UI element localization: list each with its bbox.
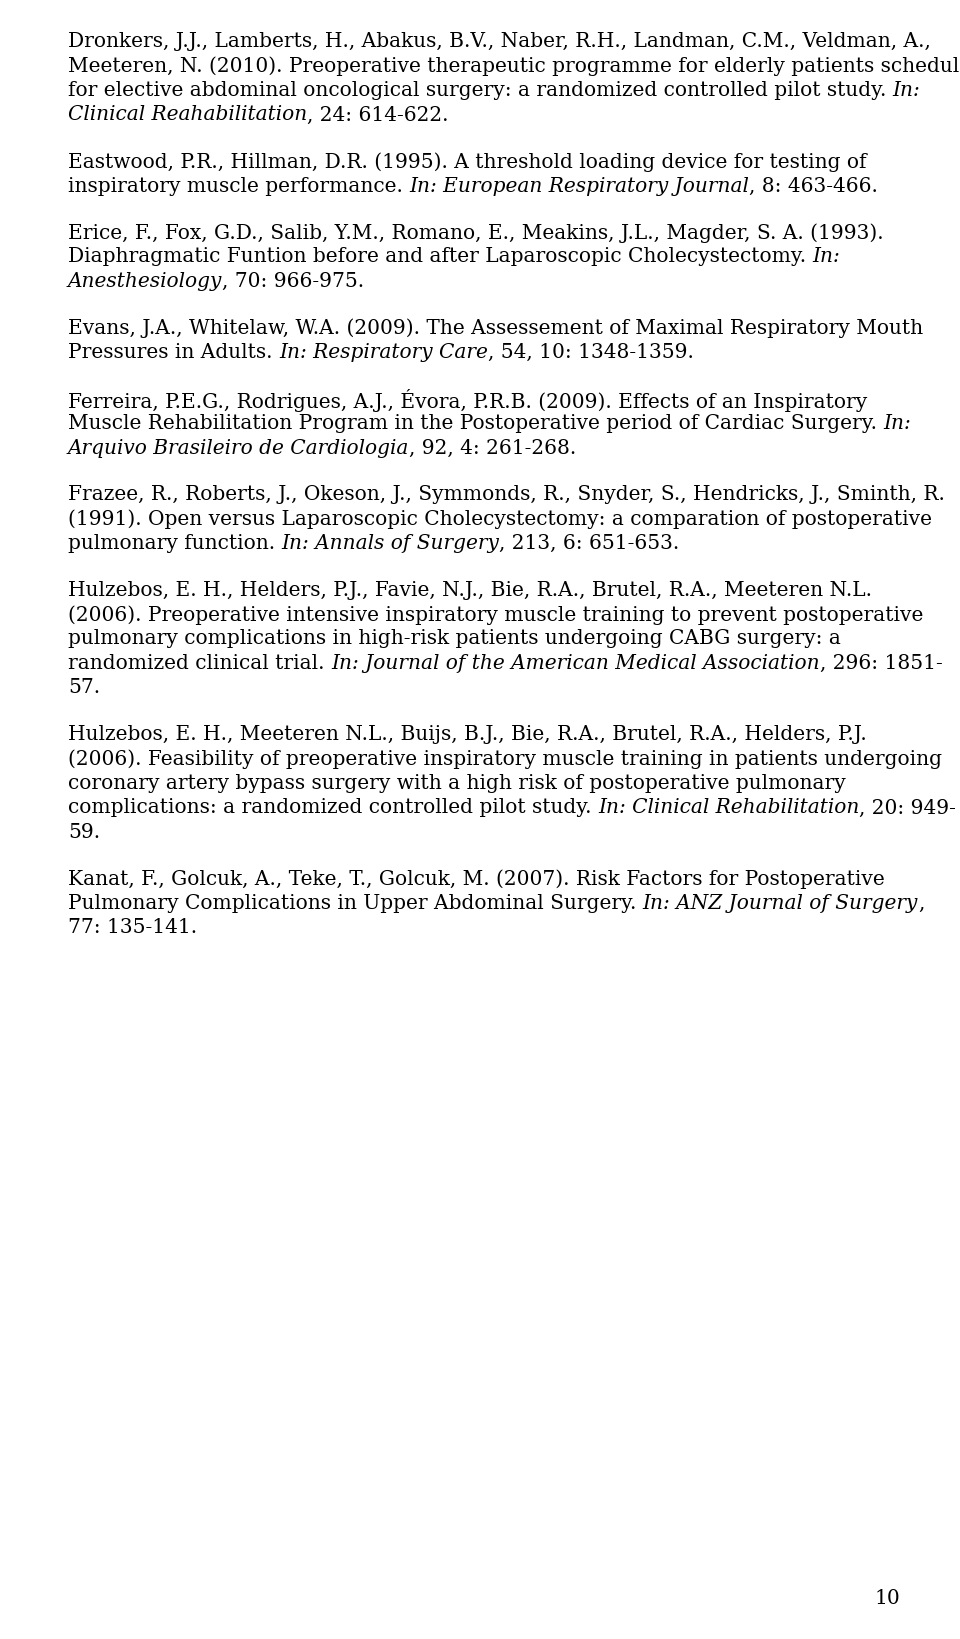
- Text: (1991). Open versus Laparoscopic Cholecystectomy: a comparation of postoperative: (1991). Open versus Laparoscopic Cholecy…: [68, 510, 932, 529]
- Text: Anesthesiology: Anesthesiology: [68, 272, 223, 290]
- Text: In: European Respiratory Journal: In: European Respiratory Journal: [409, 177, 749, 195]
- Text: Ferreira, P.E.G., Rodrigues, A.J., Évora, P.R.B. (2009). Effects of an Inspirato: Ferreira, P.E.G., Rodrigues, A.J., Évora…: [68, 390, 867, 413]
- Text: ,: ,: [918, 893, 924, 913]
- Text: 59.: 59.: [68, 823, 100, 841]
- Text: , 213, 6: 651-653.: , 213, 6: 651-653.: [499, 534, 680, 552]
- Text: Frazee, R., Roberts, J., Okeson, J., Symmonds, R., Snyder, S., Hendricks, J., Sm: Frazee, R., Roberts, J., Okeson, J., Sym…: [68, 485, 945, 503]
- Text: 57.: 57.: [68, 679, 100, 697]
- Text: Kanat, F., Golcuk, A., Teke, T., Golcuk, M. (2007). Risk Factors for Postoperati: Kanat, F., Golcuk, A., Teke, T., Golcuk,…: [68, 869, 885, 888]
- Text: In: ANZ Journal of Surgery: In: ANZ Journal of Surgery: [643, 893, 918, 913]
- Text: inspiratory muscle performance.: inspiratory muscle performance.: [68, 177, 409, 195]
- Text: complications: a randomized controlled pilot study.: complications: a randomized controlled p…: [68, 798, 598, 816]
- Text: pulmonary function.: pulmonary function.: [68, 534, 281, 552]
- Text: for elective abdominal oncological surgery: a randomized controlled pilot study.: for elective abdominal oncological surge…: [68, 80, 893, 100]
- Text: Hulzebos, E. H., Meeteren N.L., Buijs, B.J., Bie, R.A., Brutel, R.A., Helders, P: Hulzebos, E. H., Meeteren N.L., Buijs, B…: [68, 724, 867, 744]
- Text: Pressures in Adults.: Pressures in Adults.: [68, 343, 278, 362]
- Text: randomized clinical trial.: randomized clinical trial.: [68, 654, 331, 672]
- Text: , 54, 10: 1348-1359.: , 54, 10: 1348-1359.: [488, 343, 694, 362]
- Text: Muscle Rehabilitation Program in the Postoperative period of Cardiac Surgery.: Muscle Rehabilitation Program in the Pos…: [68, 413, 883, 433]
- Text: Eastwood, P.R., Hillman, D.R. (1995). A threshold loading device for testing of: Eastwood, P.R., Hillman, D.R. (1995). A …: [68, 152, 867, 172]
- Text: In: Clinical Rehabilitation: In: Clinical Rehabilitation: [598, 798, 859, 816]
- Text: Diaphragmatic Funtion before and after Laparoscopic Cholecystectomy.: Diaphragmatic Funtion before and after L…: [68, 247, 812, 266]
- Text: Erice, F., Fox, G.D., Salib, Y.M., Romano, E., Meakins, J.L., Magder, S. A. (199: Erice, F., Fox, G.D., Salib, Y.M., Roman…: [68, 223, 883, 243]
- Text: Evans, J.A., Whitelaw, W.A. (2009). The Assessement of Maximal Respiratory Mouth: Evans, J.A., Whitelaw, W.A. (2009). The …: [68, 318, 924, 338]
- Text: , 92, 4: 261-268.: , 92, 4: 261-268.: [409, 438, 577, 457]
- Text: Clinical Reahabilitation: Clinical Reahabilitation: [68, 105, 307, 125]
- Text: Hulzebos, E. H., Helders, P.J., Favie, N.J., Bie, R.A., Brutel, R.A., Meeteren N: Hulzebos, E. H., Helders, P.J., Favie, N…: [68, 580, 872, 600]
- Text: , 70: 966-975.: , 70: 966-975.: [223, 272, 365, 290]
- Text: In:: In:: [883, 413, 911, 433]
- Text: In: Respiratory Care: In: Respiratory Care: [278, 343, 488, 362]
- Text: Arquivo Brasileiro de Cardiologia: Arquivo Brasileiro de Cardiologia: [68, 438, 409, 457]
- Text: (2006). Feasibility of preoperative inspiratory muscle training in patients unde: (2006). Feasibility of preoperative insp…: [68, 749, 942, 769]
- Text: Pulmonary Complications in Upper Abdominal Surgery.: Pulmonary Complications in Upper Abdomin…: [68, 893, 643, 913]
- Text: , 296: 1851-: , 296: 1851-: [820, 654, 943, 672]
- Text: In:: In:: [812, 247, 840, 266]
- Text: , 8: 463-466.: , 8: 463-466.: [749, 177, 878, 195]
- Text: Dronkers, J.J., Lamberts, H., Abakus, B.V., Naber, R.H., Landman, C.M., Veldman,: Dronkers, J.J., Lamberts, H., Abakus, B.…: [68, 33, 931, 51]
- Text: coronary artery bypass surgery with a high risk of postoperative pulmonary: coronary artery bypass surgery with a hi…: [68, 774, 846, 793]
- Text: , 20: 949-: , 20: 949-: [859, 798, 956, 816]
- Text: (2006). Preoperative intensive inspiratory muscle training to prevent postoperat: (2006). Preoperative intensive inspirato…: [68, 605, 924, 624]
- Text: In: Journal of the American Medical Association: In: Journal of the American Medical Asso…: [331, 654, 820, 672]
- Text: In: Annals of Surgery: In: Annals of Surgery: [281, 534, 499, 552]
- Text: 10: 10: [875, 1588, 900, 1606]
- Text: pulmonary complications in high-risk patients undergoing CABG surgery: a: pulmonary complications in high-risk pat…: [68, 629, 841, 647]
- Text: In:: In:: [893, 80, 921, 100]
- Text: 77: 135-141.: 77: 135-141.: [68, 918, 197, 938]
- Text: Meeteren, N. (2010). Preoperative therapeutic programme for elderly patients sch: Meeteren, N. (2010). Preoperative therap…: [68, 56, 960, 75]
- Text: , 24: 614-622.: , 24: 614-622.: [307, 105, 448, 125]
